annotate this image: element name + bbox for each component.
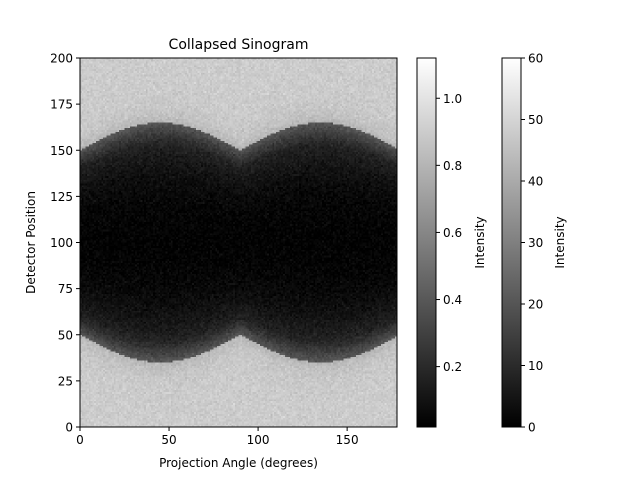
x-tick-label: 100 (247, 433, 270, 447)
colorbar-2: 0 10 20 30 40 50 60 Intensity (501, 52, 567, 435)
colorbar-tick-label: 0.8 (443, 159, 462, 173)
x-axis-ticks: 0 50 100 150 (76, 427, 359, 447)
colorbar-tick-label: 1.0 (443, 92, 462, 106)
y-tick-label: 100 (50, 236, 73, 250)
colorbar-1-label: Intensity (473, 216, 487, 268)
y-tick-label: 75 (58, 282, 73, 296)
x-tick-label: 50 (161, 433, 176, 447)
colorbar-1-ticks: 0.2 0.4 0.6 0.8 1.0 (436, 92, 462, 374)
y-tick-label: 25 (58, 374, 73, 388)
heatmap-area (79, 57, 398, 428)
colorbar-tick-label: 0.6 (443, 226, 462, 240)
colorbar-2-label: Intensity (553, 216, 567, 268)
x-axis-label: Projection Angle (degrees) (159, 456, 318, 470)
colorbar-tick-label: 0.4 (443, 293, 462, 307)
x-tick-label: 150 (336, 433, 359, 447)
chart-title: Collapsed Sinogram (169, 37, 309, 53)
colorbar-tick-label: 20 (528, 298, 543, 312)
colorbar-tick-label: 50 (528, 113, 543, 127)
y-tick-label: 150 (50, 144, 73, 158)
colorbar-tick-label: 60 (528, 52, 543, 66)
y-tick-label: 175 (50, 98, 73, 112)
heatmap-image (80, 58, 397, 427)
colorbar-tick-label: 40 (528, 175, 543, 189)
colorbar-tick-label: 30 (528, 236, 543, 250)
x-tick-label: 0 (76, 433, 84, 447)
y-axis-label: Detector Position (24, 191, 38, 294)
colorbar-2-ticks: 0 10 20 30 40 50 60 (521, 52, 543, 435)
y-tick-label: 200 (50, 52, 73, 66)
colorbar-tick-label: 0 (528, 421, 536, 435)
y-axis-ticks: 0 25 50 75 100 125 150 175 200 (50, 52, 80, 435)
colorbar-1-gradient (416, 57, 437, 428)
y-tick-label: 125 (50, 190, 73, 204)
colorbar-tick-label: 10 (528, 359, 543, 373)
y-tick-label: 0 (65, 421, 73, 435)
colorbar-2-gradient (501, 57, 522, 428)
colorbar-tick-label: 0.2 (443, 360, 462, 374)
y-tick-label: 50 (58, 328, 73, 342)
colorbar-1: 0.2 0.4 0.6 0.8 1.0 Intensity (416, 57, 487, 428)
